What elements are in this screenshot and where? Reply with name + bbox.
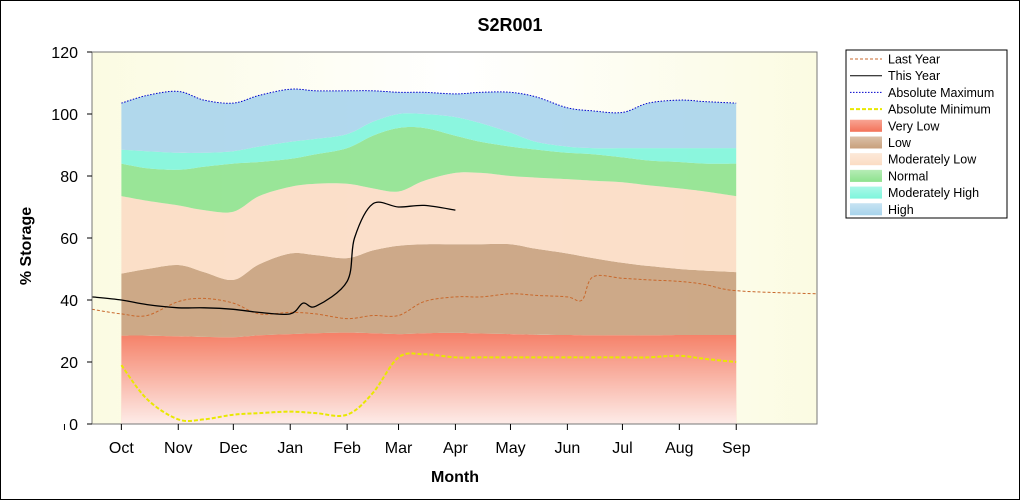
band-moderately-high [121, 113, 737, 170]
band-very-low-fade [121, 334, 737, 424]
legend-label-absolute-minimum: Absolute Minimum [888, 103, 991, 117]
legend-label-moderately-high: Moderately High [888, 186, 979, 200]
x-tick-label-feb: Feb [333, 440, 361, 457]
x-tick-label-mar: Mar [385, 440, 413, 457]
band-layer [121, 89, 737, 424]
x-tick-label-jan: Jan [277, 440, 303, 457]
series-line-absolute-maximum [121, 88, 737, 114]
legend-swatch-sheen [850, 169, 882, 182]
legend-swatch-sheen [850, 203, 882, 216]
y-tick-label: 20 [60, 355, 78, 372]
series-line-last-year [91, 274, 818, 320]
series-layer [91, 88, 818, 423]
legend-label-high: High [888, 203, 914, 217]
y-tick-label: 0 [69, 417, 78, 434]
chart-title: S2R001 [477, 15, 542, 35]
series-line-absolute-minimum [120, 352, 737, 423]
y-tick-label: 40 [60, 293, 78, 310]
band-normal [121, 127, 737, 213]
y-axis-label: % Storage [18, 207, 35, 285]
legend-swatch-sheen [850, 119, 882, 132]
x-tick-label-jul: Jul [612, 440, 632, 457]
legend-swatch-sheen [850, 186, 882, 199]
x-tick-label-nov: Nov [164, 440, 192, 457]
y-tick-label: 80 [60, 169, 78, 186]
legend: Last Year This Year Absolute Maximum Absolu… [845, 49, 1008, 219]
legend-label-low: Low [888, 136, 912, 150]
x-tick-label-may: May [495, 440, 525, 457]
x-tick-label-jun: Jun [554, 440, 580, 457]
legend-label-this-year: This Year [888, 69, 940, 83]
legend-label-last-year: Last Year [888, 53, 940, 67]
legend-label-absolute-maximum: Absolute Maximum [888, 86, 994, 100]
legend-swatch-sheen [850, 153, 882, 166]
legend-swatch-sheen [850, 136, 882, 149]
band-moderately-low [121, 172, 737, 281]
y-tick-label: 100 [51, 107, 78, 124]
series-line-this-year [91, 201, 456, 316]
legend-label-normal: Normal [888, 169, 928, 183]
x-tick-label-dec: Dec [219, 440, 247, 457]
x-tick-label-oct: Oct [109, 440, 134, 457]
legend-label-moderately-low: Moderately Low [888, 153, 977, 167]
x-tick-label-apr: Apr [443, 440, 469, 457]
x-tick-label-aug: Aug [665, 440, 693, 457]
x-axis-label: Month [431, 469, 479, 486]
axis-layer: 0 20 40 60 80 100 120 Oct Nov Dec Jan Feb Mar Apr May J… [51, 45, 750, 457]
y-tick-label: 60 [60, 231, 78, 248]
band-high [121, 89, 737, 153]
legend-label-very-low: Very Low [888, 119, 940, 133]
x-tick-label-sep: Sep [722, 440, 751, 457]
y-tick-label: 120 [51, 45, 78, 62]
